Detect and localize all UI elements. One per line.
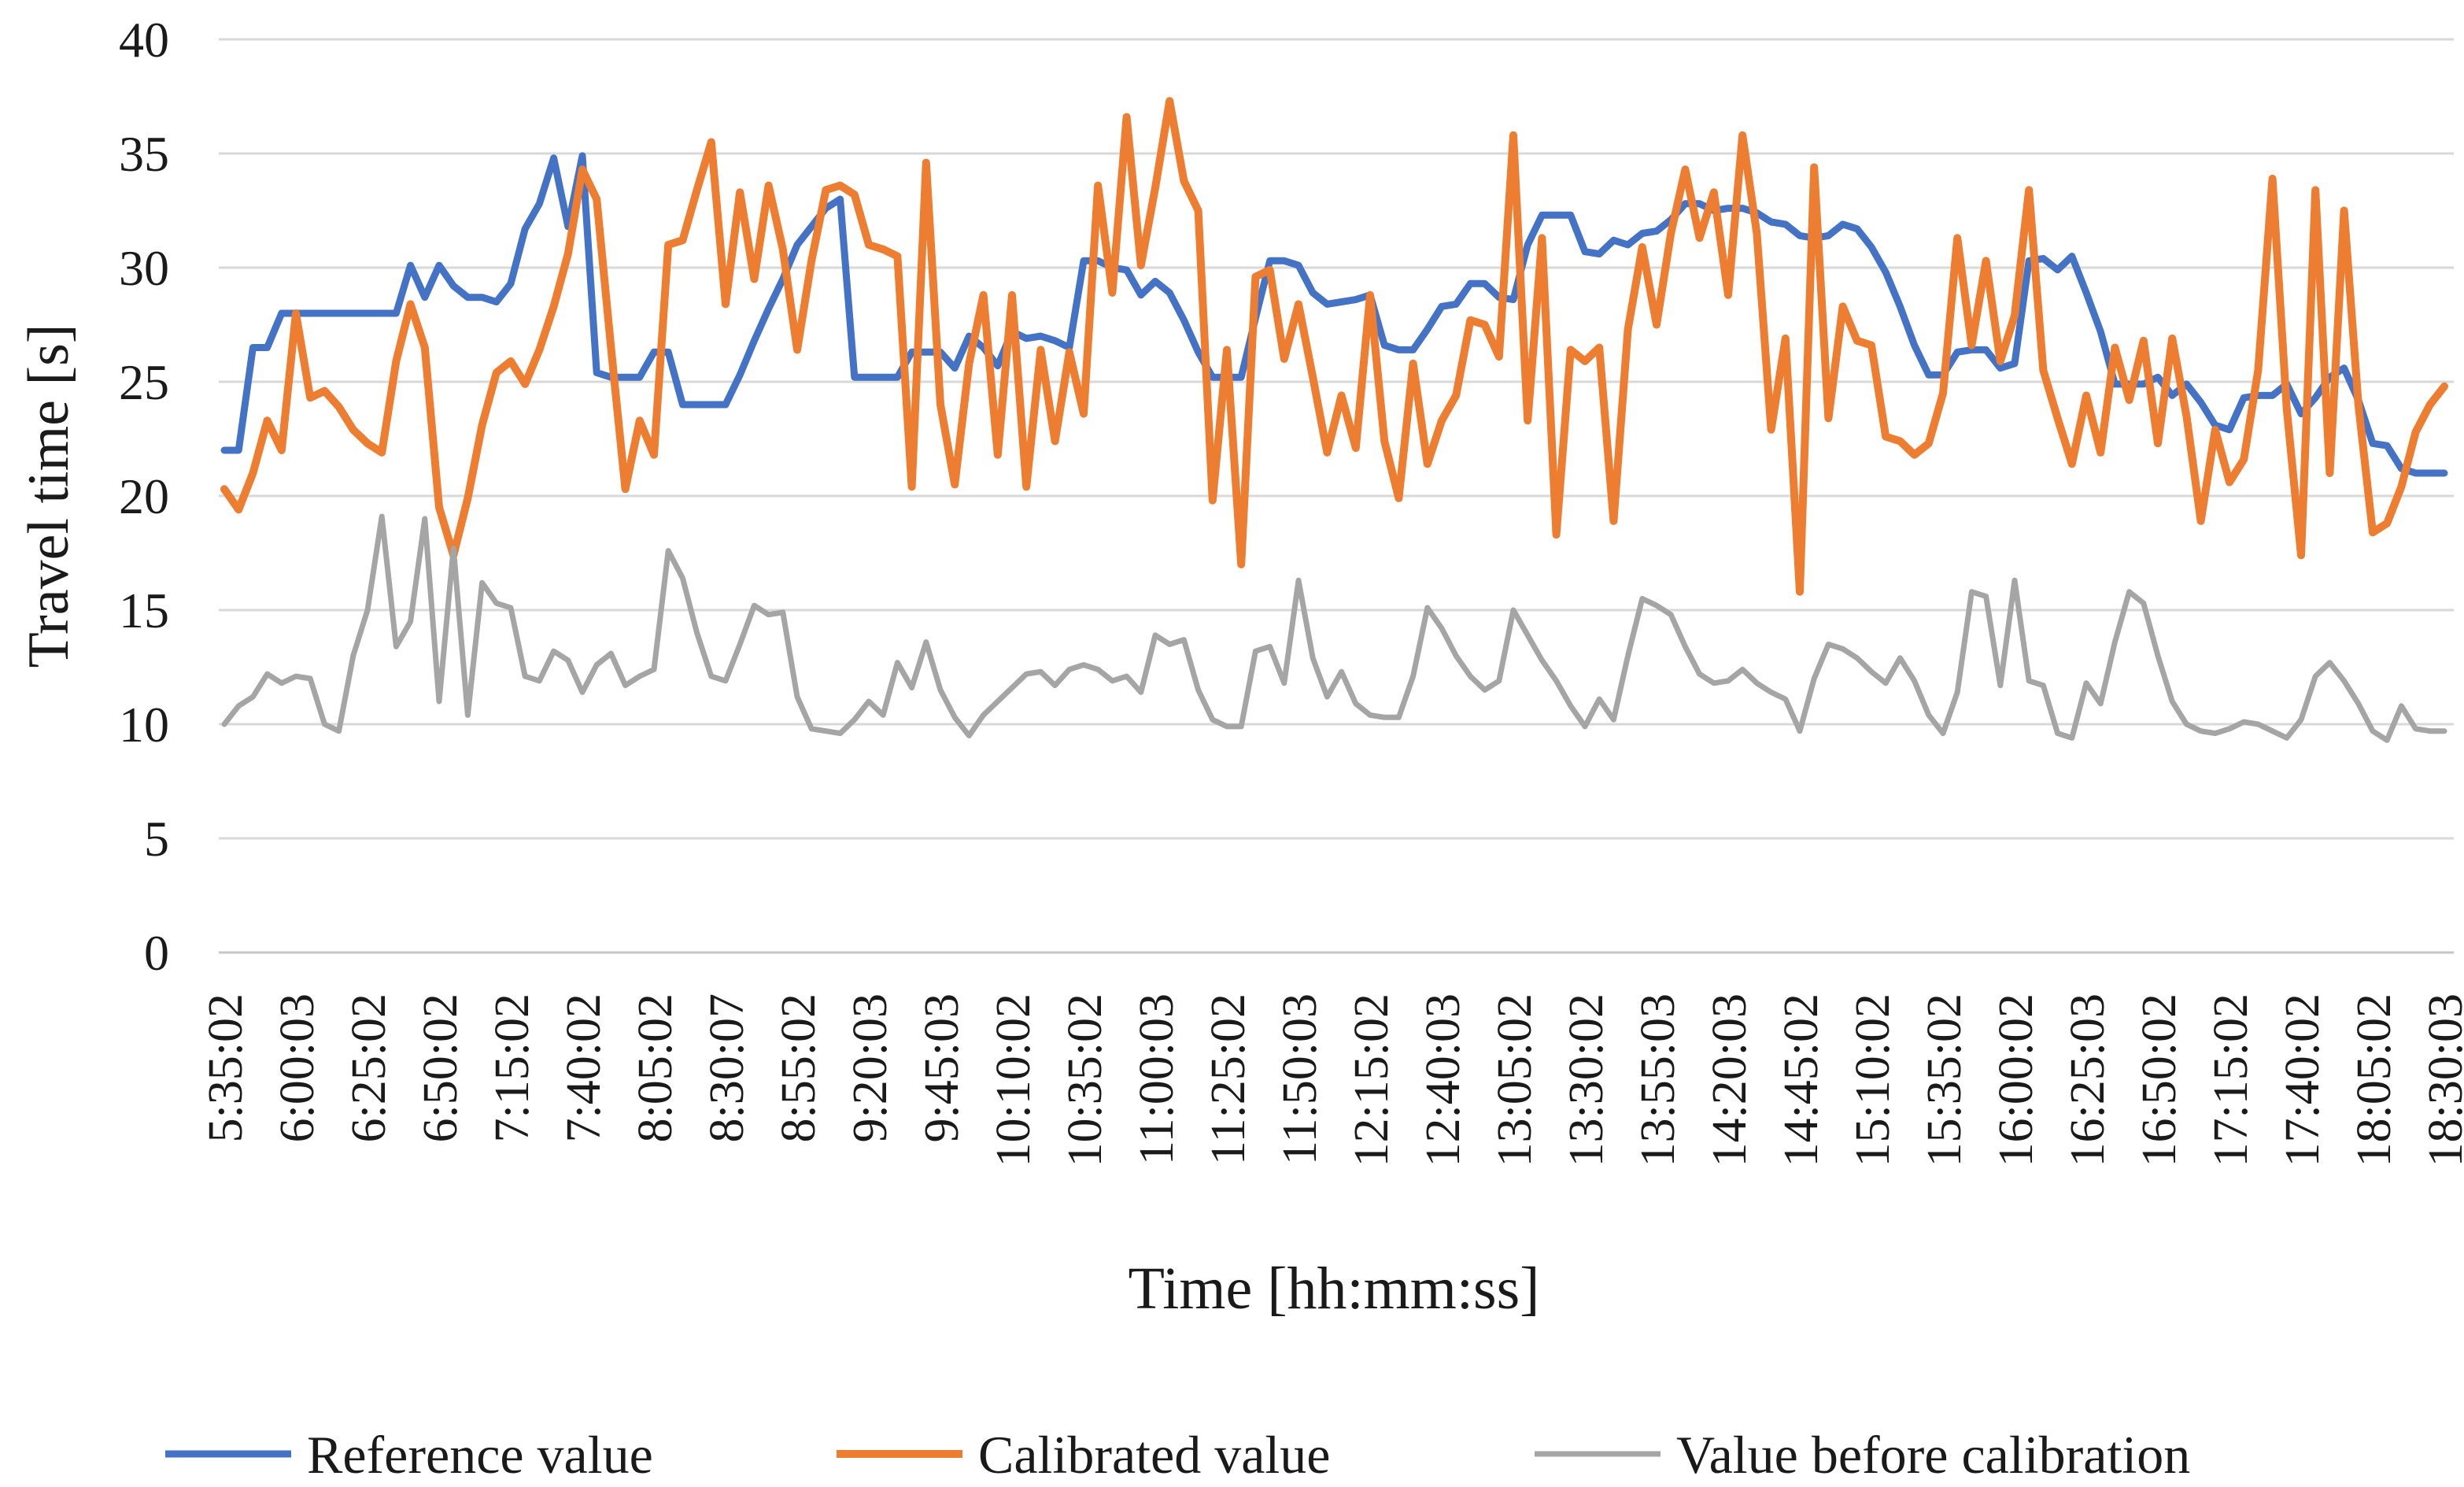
x-tick-label: 5:35:02 [199, 993, 253, 1142]
x-tick-label: 16:50:02 [2133, 993, 2186, 1167]
x-tick-label: 16:25:03 [2061, 993, 2115, 1167]
y-tick-label: 20 [119, 468, 169, 524]
y-tick-label: 0 [144, 925, 169, 981]
x-tick-label: 14:20:03 [1703, 993, 1757, 1167]
y-tick-label: 30 [119, 240, 169, 296]
x-tick-label: 12:40:03 [1417, 993, 1470, 1167]
legend-label-value-before-calibration: Value before calibration [1676, 1425, 2190, 1485]
x-tick-label: 18:05:02 [2348, 993, 2401, 1167]
x-tick-label: 11:50:03 [1273, 993, 1327, 1165]
y-tick-label: 25 [119, 354, 169, 410]
y-tick-label: 10 [119, 697, 169, 753]
series-line-calibrated-value [220, 97, 2448, 596]
x-tick-label: 14:45:02 [1775, 993, 1828, 1167]
series-lines [220, 97, 2448, 743]
x-tick-label: 10:10:02 [987, 993, 1040, 1167]
legend-label-calibrated-value: Calibrated value [978, 1425, 1330, 1485]
y-tick-label: 5 [144, 811, 169, 867]
legend-label-reference-value: Reference value [307, 1425, 653, 1485]
y-tick-label: 40 [119, 12, 169, 68]
x-tick-label: 17:40:02 [2276, 993, 2329, 1167]
legend: Reference value Calibrated value Value bef… [165, 1425, 2190, 1485]
y-tick-label: 15 [119, 583, 169, 638]
series-line-reference-value [220, 152, 2448, 477]
x-axis-tick-labels: 5:35:02 6:00:03 6:25:02 6:50:02 7:15:02 7:40:… [199, 993, 2464, 1167]
x-tick-label: 11:25:02 [1202, 993, 1255, 1165]
x-tick-label: 16:00:02 [1989, 993, 2043, 1167]
x-tick-label: 6:50:02 [414, 993, 467, 1142]
x-tick-label: 8:55:02 [772, 993, 826, 1142]
x-tick-label: 7:15:02 [486, 993, 539, 1142]
x-tick-label: 8:30:07 [700, 993, 754, 1142]
x-tick-label: 6:25:02 [342, 993, 396, 1142]
x-tick-label: 9:45:03 [915, 993, 969, 1142]
series-line-value-before-calibration [221, 513, 2447, 743]
x-tick-label: 17:15:02 [2204, 993, 2258, 1167]
x-axis-title: Time [hh:mm:ss] [1129, 1256, 1540, 1322]
x-tick-label: 13:05:02 [1488, 993, 1542, 1167]
x-tick-label: 13:55:03 [1631, 993, 1685, 1167]
x-tick-label: 10:35:02 [1058, 993, 1112, 1167]
x-tick-label: 6:00:03 [271, 993, 324, 1142]
y-axis-title: Travel time [s] [17, 324, 81, 668]
x-tick-label: 9:20:03 [844, 993, 897, 1142]
x-tick-label: 11:00:03 [1130, 993, 1184, 1165]
x-tick-label: 13:30:02 [1560, 993, 1613, 1167]
x-tick-label: 7:40:02 [557, 993, 611, 1142]
x-tick-label: 12:15:02 [1345, 993, 1398, 1167]
x-tick-label: 18:30:03 [2419, 993, 2464, 1167]
x-tick-label: 15:35:02 [1918, 993, 1971, 1167]
x-tick-label: 8:05:02 [629, 993, 682, 1142]
y-tick-label: 35 [119, 126, 169, 182]
x-tick-label: 15:10:02 [1846, 993, 1900, 1167]
y-axis-tick-labels: 0 5 10 15 20 25 30 35 40 [119, 12, 169, 981]
